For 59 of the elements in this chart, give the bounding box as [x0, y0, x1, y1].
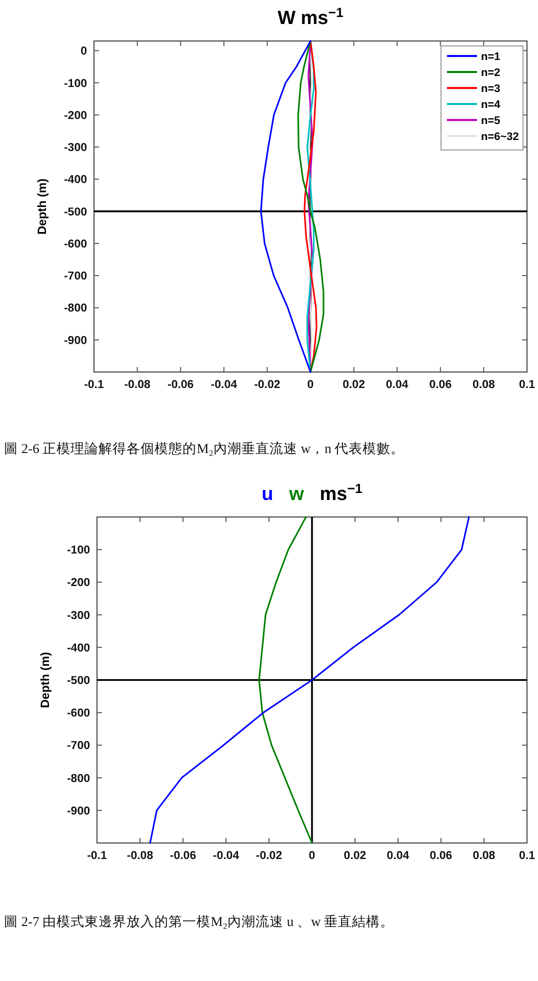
y-tick-label: -300 [66, 610, 90, 622]
y-tick-label: -900 [66, 805, 90, 818]
y-tick-label: -100 [66, 544, 90, 557]
x-tick-label: -0.06 [167, 379, 194, 391]
y-tick-label: -400 [66, 642, 90, 654]
x-tick-label: -0.04 [210, 379, 238, 391]
caption: 圖 2-7 由模式東邊界放入的第一模M₂內潮流速 u 、w 垂直結構。 [4, 914, 394, 929]
x-tick-label: -0.1 [87, 850, 108, 862]
y-tick-label: -600 [66, 708, 90, 720]
line-series [258, 516, 313, 844]
x-tick-label: 0.04 [386, 850, 410, 862]
line-series [297, 40, 324, 373]
x-tick-label: 0.1 [519, 379, 536, 391]
y-tick-label: 0 [80, 46, 87, 58]
x-tick-label: -0.08 [126, 850, 154, 862]
y-tick-label: -700 [64, 270, 87, 283]
legend-label: n=6~32 [481, 131, 519, 143]
chart-title: ms$^{−1}$ [320, 480, 363, 505]
x-tick-label: 0 [307, 379, 314, 391]
legend-label: n=5 [481, 115, 500, 127]
text: u [262, 484, 274, 505]
y-tick-label: -900 [64, 334, 87, 347]
y-tick-label: -200 [64, 110, 87, 122]
y-tick-label: -300 [64, 142, 87, 154]
y-tick-label: -800 [64, 302, 87, 315]
x-tick-label: -0.08 [124, 379, 152, 391]
line-series [260, 40, 312, 373]
y-tick-label: -200 [66, 577, 90, 590]
x-tick-label: -0.1 [84, 379, 105, 391]
x-tick-label: 0.1 [519, 850, 536, 862]
legend-label: n=4 [481, 99, 502, 111]
x-tick-label: 0.08 [472, 379, 496, 391]
x-tick-label: -0.02 [256, 850, 282, 862]
x-tick-label: 0.08 [472, 850, 496, 862]
x-tick-label: 0.02 [342, 379, 365, 391]
line-series [149, 516, 470, 844]
caption: 圖 2-6 正模理論解得各個模態的M₂內潮垂直流速 w，n 代表模數。 [4, 441, 405, 456]
y-tick-label: -800 [66, 772, 90, 785]
legend-label: n=3 [481, 83, 500, 95]
x-tick-label: 0.02 [344, 850, 366, 862]
y-axis-title: Depth (m) [38, 652, 52, 708]
y-tick-label: -600 [64, 238, 87, 250]
x-tick-label: 0.06 [429, 379, 452, 391]
legend-label: n=1 [481, 51, 500, 63]
x-tick-label: 0.06 [430, 850, 452, 862]
y-axis-title: Depth (m) [35, 178, 49, 234]
x-tick-label: -0.04 [212, 850, 240, 862]
x-tick-label: 0 [308, 850, 316, 862]
x-tick-label: -0.06 [170, 850, 196, 862]
y-tick-label: -500 [64, 206, 87, 218]
x-tick-label: -0.02 [254, 379, 280, 391]
y-tick-label: -700 [66, 740, 90, 752]
chart-title: W ms$^{−1}$ [278, 4, 344, 29]
y-tick-label: -100 [64, 78, 87, 90]
y-tick-label: -400 [64, 174, 87, 186]
x-tick-label: 0.04 [386, 379, 409, 391]
legend-label: n=2 [481, 67, 500, 79]
y-tick-label: -500 [66, 675, 90, 687]
series-label: w [288, 484, 304, 505]
